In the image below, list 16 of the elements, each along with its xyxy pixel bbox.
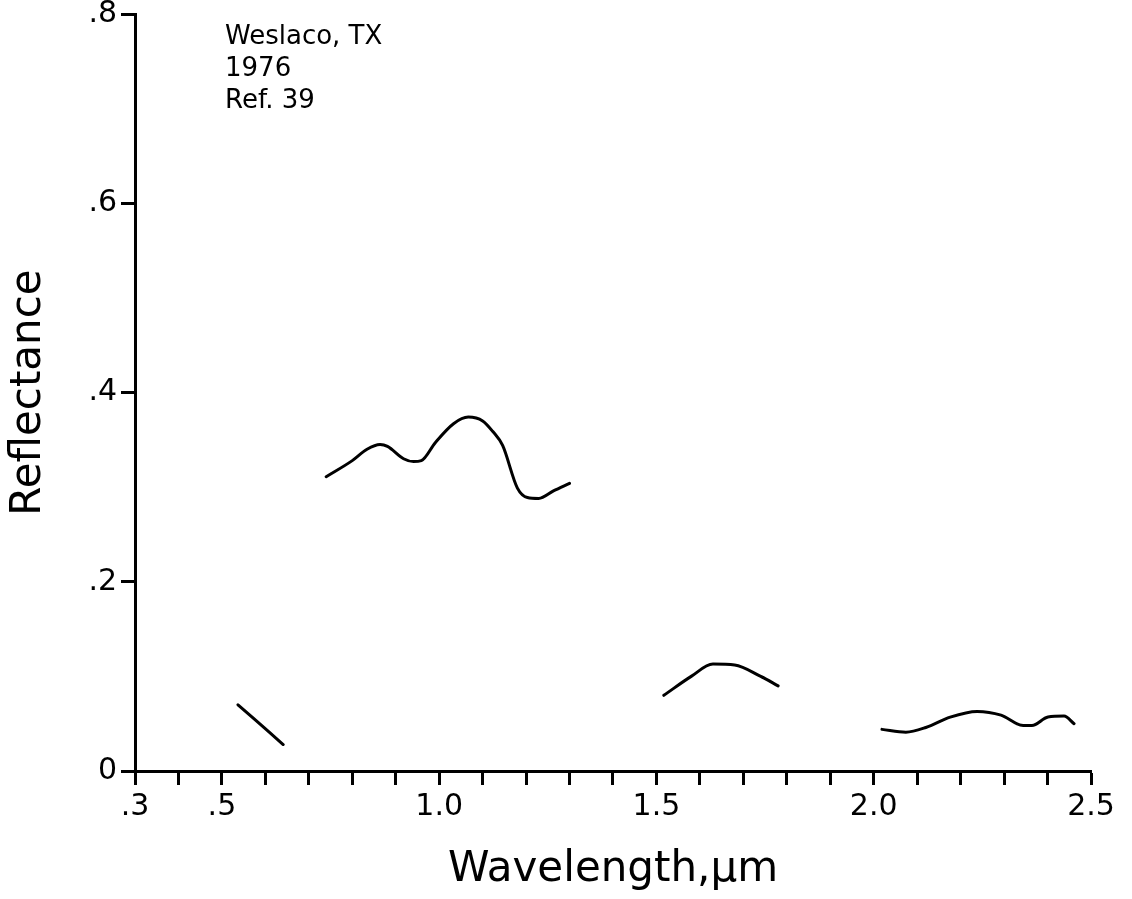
y-tick-label: .8 (88, 0, 117, 29)
annotation: 1976 (225, 51, 292, 82)
x-tick-label: 1.0 (415, 786, 464, 822)
x-tick-label: .5 (207, 786, 237, 822)
y-tick-label: .2 (88, 561, 117, 597)
x-tick-label: .3 (120, 786, 150, 822)
annotation: Weslaco, TX (225, 19, 383, 50)
x-tick-label: 2.0 (849, 786, 898, 822)
x-tick-label: 2.5 (1067, 786, 1115, 822)
y-tick-label: .6 (88, 183, 117, 219)
x-tick-label: 1.5 (632, 786, 681, 822)
y-axis-title: Reflectance (1, 269, 51, 516)
y-tick-label: .4 (88, 372, 117, 408)
x-axis-title: Wavelength,μm (447, 841, 779, 891)
y-tick-label: 0 (97, 750, 117, 786)
annotation: Ref. 39 (225, 83, 315, 114)
